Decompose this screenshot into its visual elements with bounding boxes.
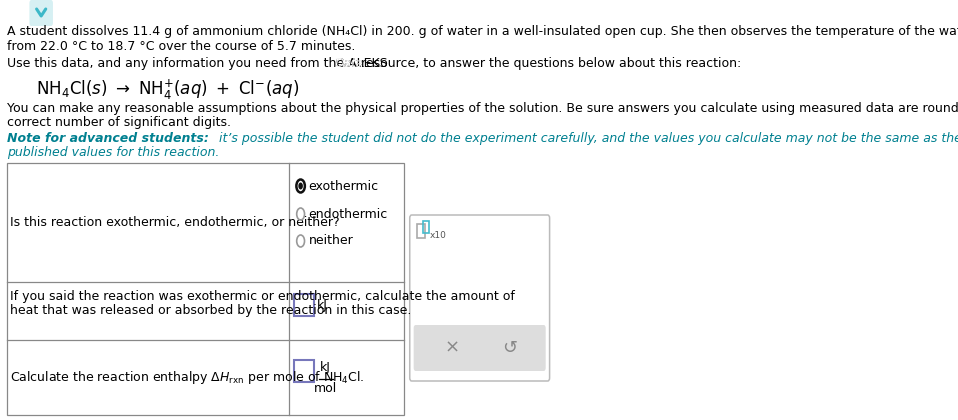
Text: it’s possible the student did not do the experiment carefully, and the values yo: it’s possible the student did not do the… xyxy=(216,132,958,145)
Text: published values for this reaction.: published values for this reaction. xyxy=(7,146,219,159)
Circle shape xyxy=(298,183,303,189)
Text: Is this reaction exothermic, endothermic, or neither?: Is this reaction exothermic, endothermic… xyxy=(11,216,340,229)
Text: $\mathrm{NH_4Cl}(s)\ \rightarrow\ \mathrm{NH_4^{+}}(aq)\ +\ \mathrm{Cl^{-}}(aq)$: $\mathrm{NH_4Cl}(s)\ \rightarrow\ \mathr… xyxy=(36,78,299,102)
Bar xyxy=(417,224,424,238)
Text: exothermic: exothermic xyxy=(308,179,378,192)
Text: Calculate the reaction enthalpy $\Delta H_{\mathregular{rxn}}$ per mole of NH$_4: Calculate the reaction enthalpy $\Delta … xyxy=(11,369,365,386)
Text: If you said the reaction was exothermic or endothermic, calculate the amount of: If you said the reaction was exothermic … xyxy=(11,290,515,303)
FancyBboxPatch shape xyxy=(294,294,313,316)
Text: ×: × xyxy=(445,339,460,357)
FancyBboxPatch shape xyxy=(414,325,546,371)
Text: heat that was released or absorbed by the reaction in this case.: heat that was released or absorbed by th… xyxy=(11,304,412,317)
Text: ↺: ↺ xyxy=(502,339,517,357)
Text: kJ: kJ xyxy=(320,360,331,373)
FancyBboxPatch shape xyxy=(294,360,313,382)
Text: from 22.0 °C to 18.7 °C over the course of 5.7 minutes.: from 22.0 °C to 18.7 °C over the course … xyxy=(7,40,354,53)
Text: x10: x10 xyxy=(430,231,446,240)
Text: You can make any reasonable assumptions about the physical properties of the sol: You can make any reasonable assumptions … xyxy=(7,102,958,115)
Text: mol: mol xyxy=(314,381,337,394)
Text: endothermic: endothermic xyxy=(308,207,388,220)
FancyBboxPatch shape xyxy=(30,0,53,26)
Text: Note for advanced students:: Note for advanced students: xyxy=(7,132,209,145)
Bar xyxy=(7,163,404,415)
Text: A student dissolves 11.4 g of ammonium chloride (NH₄Cl) in 200. g of water in a : A student dissolves 11.4 g of ammonium c… xyxy=(7,25,958,38)
Text: resource, to answer the questions below about this reaction:: resource, to answer the questions below … xyxy=(357,57,741,70)
Text: correct number of significant digits.: correct number of significant digits. xyxy=(7,116,231,129)
FancyBboxPatch shape xyxy=(410,215,550,381)
Text: Use this data, and any information you need from the ALEKS: Use this data, and any information you n… xyxy=(7,57,391,70)
Text: kJ: kJ xyxy=(317,299,328,312)
Text: neither: neither xyxy=(308,234,354,247)
Text: Data: Data xyxy=(334,57,364,70)
Bar xyxy=(422,221,429,233)
Text: Data: Data xyxy=(334,57,364,70)
